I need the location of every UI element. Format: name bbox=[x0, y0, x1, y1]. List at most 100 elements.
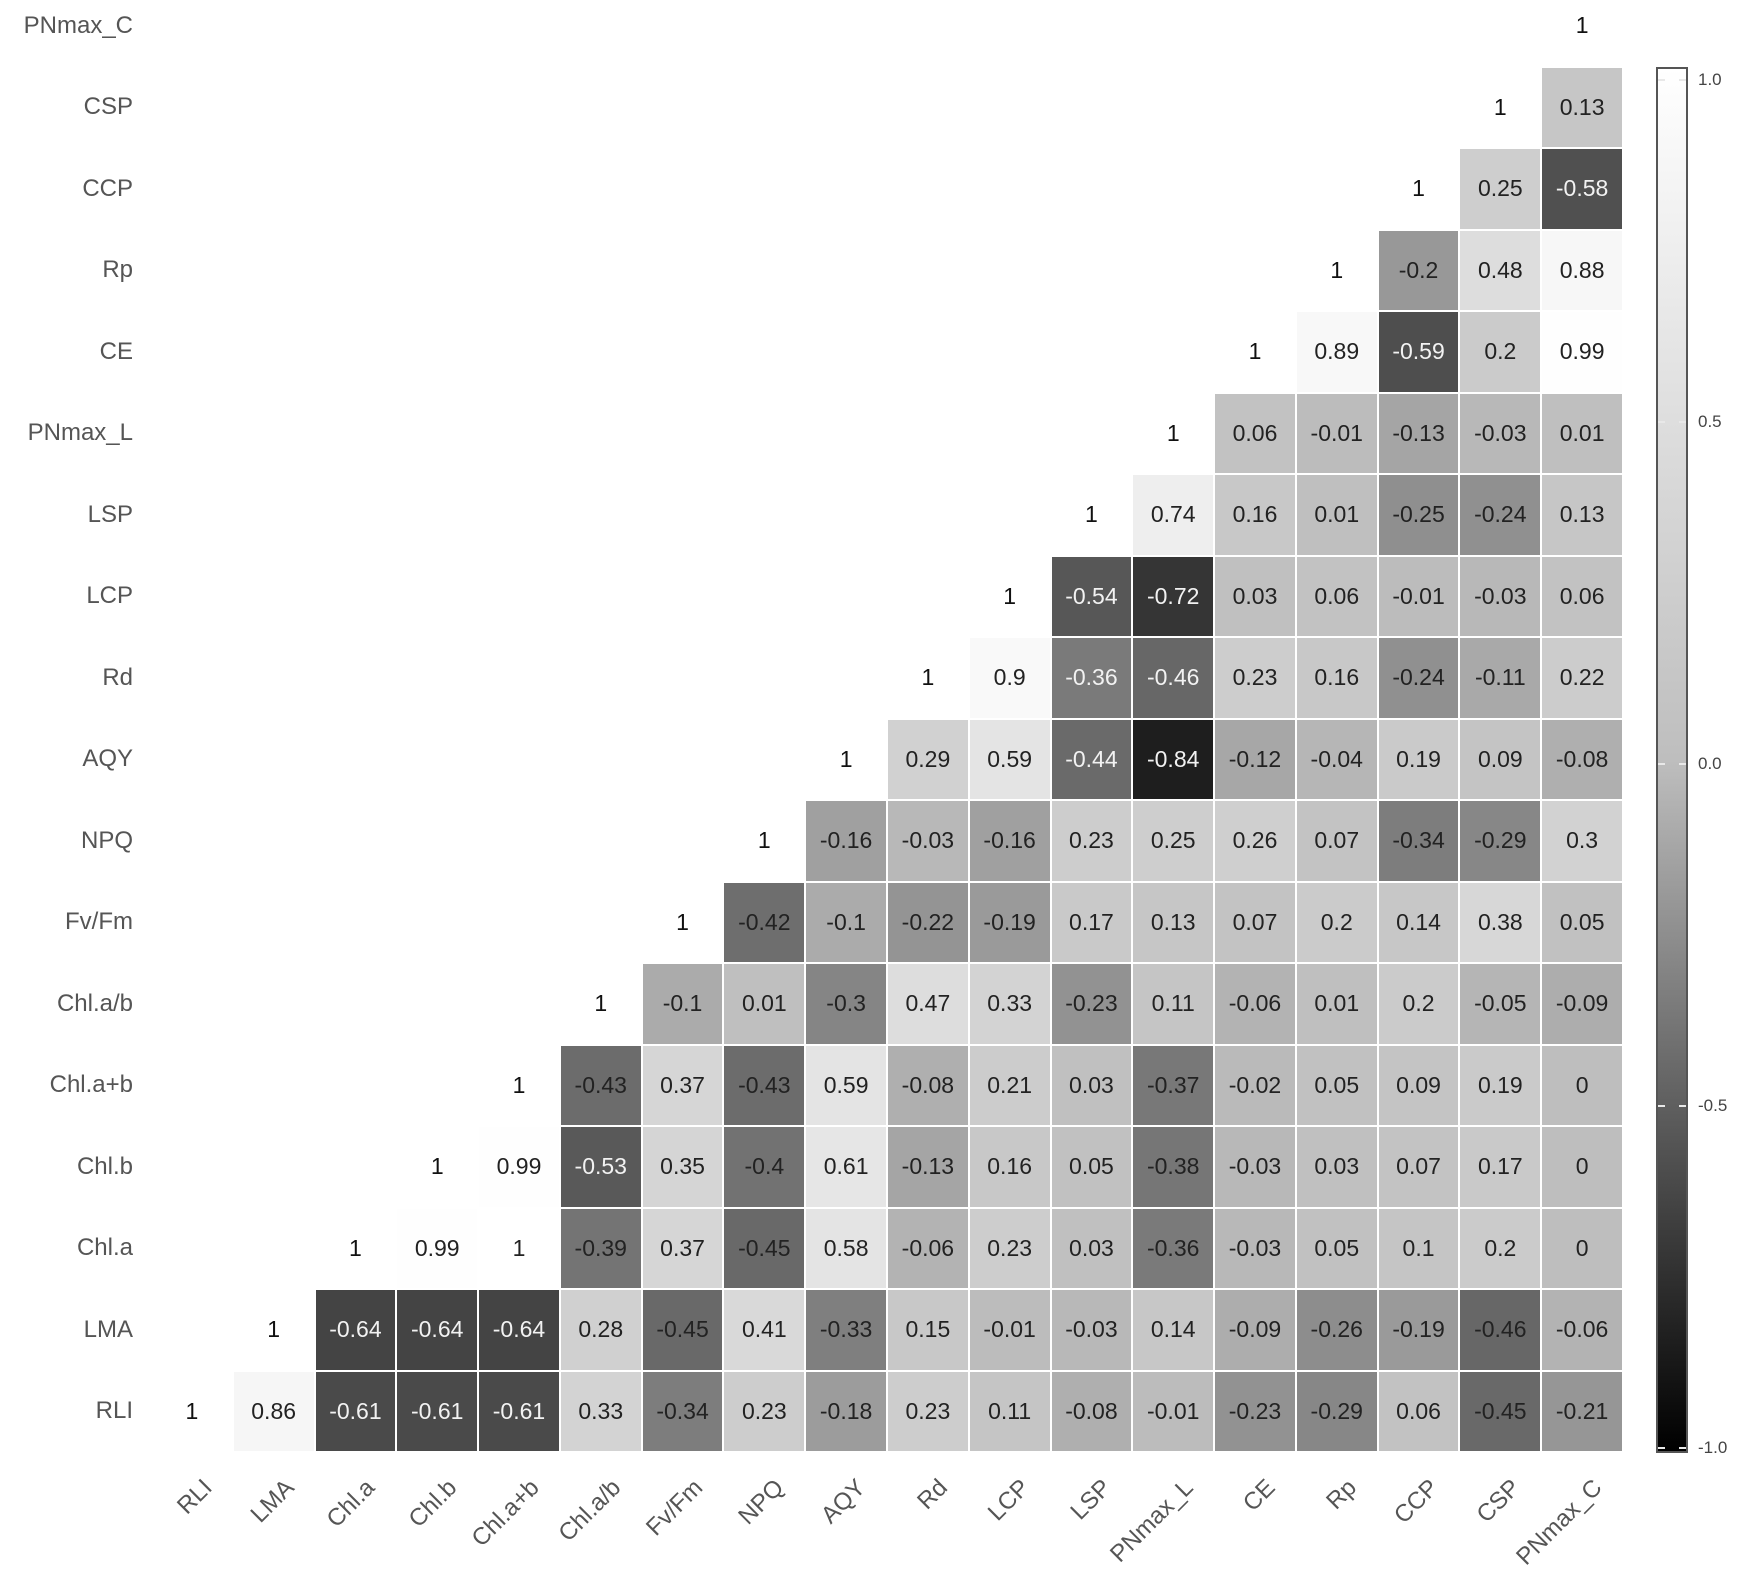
heatmap-cell: -0.1 bbox=[641, 963, 724, 1045]
heatmap-cell: 0.05 bbox=[1050, 1126, 1133, 1208]
heatmap-cell: -0.29 bbox=[1459, 800, 1542, 882]
heatmap-cell: 0.22 bbox=[1541, 637, 1623, 719]
heatmap-cell: -0.03 bbox=[1050, 1289, 1133, 1371]
heatmap-cell: 1 bbox=[1214, 311, 1296, 393]
heatmap-cell: -0.72 bbox=[1132, 555, 1215, 637]
heatmap-cell: -0.23 bbox=[1214, 1370, 1296, 1452]
heatmap-cell: 0.01 bbox=[1541, 392, 1623, 474]
heatmap-cell: 1 bbox=[1050, 474, 1133, 556]
heatmap-cell: -0.4 bbox=[723, 1126, 806, 1208]
y-axis-label: LCP bbox=[86, 582, 133, 610]
heatmap-cell: 0.23 bbox=[968, 1207, 1051, 1289]
heatmap-cell: -0.61 bbox=[314, 1370, 397, 1452]
heatmap-cell: 1 bbox=[641, 881, 724, 963]
heatmap-cell: 0.99 bbox=[396, 1207, 479, 1289]
y-axis-label: RLI bbox=[95, 1397, 133, 1425]
heatmap-cell: -0.06 bbox=[1541, 1289, 1623, 1371]
heatmap-cell: 1 bbox=[232, 1289, 315, 1371]
heatmap-cell: -0.25 bbox=[1377, 474, 1460, 556]
colorbar-tick-label: -0.5 bbox=[1698, 1096, 1728, 1115]
heatmap-cell: -0.01 bbox=[1377, 555, 1460, 637]
heatmap-cell: -0.1 bbox=[805, 881, 887, 963]
heatmap-cell: 0.07 bbox=[1295, 800, 1378, 882]
y-axis-label: CE bbox=[99, 337, 133, 365]
x-axis-label: Chl.a/b bbox=[553, 1474, 627, 1547]
heatmap-cell: -0.43 bbox=[559, 1044, 642, 1126]
heatmap-cell: -0.12 bbox=[1214, 718, 1296, 800]
heatmap-cell: 1 bbox=[1377, 148, 1460, 230]
heatmap-cell: -0.59 bbox=[1377, 311, 1460, 393]
heatmap-cell: 0.25 bbox=[1459, 148, 1542, 230]
heatmap-cell: 0.06 bbox=[1214, 392, 1296, 474]
heatmap-cell: 1 bbox=[1295, 229, 1378, 311]
heatmap-cell: -0.16 bbox=[968, 800, 1051, 882]
heatmap-cell: 0.14 bbox=[1132, 1289, 1215, 1371]
heatmap-cell: 0.01 bbox=[1295, 963, 1378, 1045]
y-axis-label: Chl.a/b bbox=[56, 989, 133, 1017]
heatmap-cell: -0.33 bbox=[805, 1289, 887, 1371]
heatmap-cell: 0.58 bbox=[805, 1207, 887, 1289]
heatmap-cell: -0.08 bbox=[1050, 1370, 1133, 1452]
heatmap-cell: 0.06 bbox=[1377, 1370, 1460, 1452]
heatmap-cell: 0.74 bbox=[1132, 474, 1215, 556]
heatmap-cell: -0.02 bbox=[1214, 1044, 1296, 1126]
x-axis-label: LMA bbox=[245, 1474, 300, 1529]
heatmap-cell: -0.84 bbox=[1132, 718, 1215, 800]
heatmap-cell: 0.89 bbox=[1295, 311, 1378, 393]
heatmap-cell: 0.37 bbox=[641, 1207, 724, 1289]
x-axis-label: PNmax_L bbox=[1105, 1474, 1199, 1568]
heatmap-cell: -0.11 bbox=[1459, 637, 1542, 719]
heatmap-cell: -0.46 bbox=[1459, 1289, 1542, 1371]
colorbar-tick-label: 0.5 bbox=[1698, 412, 1722, 431]
heatmap-cell: 0.35 bbox=[641, 1126, 724, 1208]
heatmap-cell: 0.86 bbox=[232, 1370, 315, 1452]
heatmap-cell: -0.61 bbox=[478, 1370, 560, 1452]
heatmap-cell: -0.21 bbox=[1541, 1370, 1623, 1452]
y-axis-label: Rp bbox=[102, 256, 133, 284]
heatmap-cell: -0.2 bbox=[1377, 229, 1460, 311]
heatmap-cell: -0.01 bbox=[1132, 1370, 1215, 1452]
heatmap-cell: 1 bbox=[151, 1370, 233, 1452]
x-axis-label: LCP bbox=[982, 1474, 1035, 1527]
heatmap-cell: 0.07 bbox=[1377, 1126, 1460, 1208]
y-axis-label: Fv/Fm bbox=[65, 908, 133, 936]
y-axis-label: PNmax_C bbox=[23, 11, 133, 39]
y-axis-label: Chl.a bbox=[76, 1234, 133, 1262]
heatmap-cell: -0.36 bbox=[1050, 637, 1133, 719]
heatmap-cell: 0.13 bbox=[1132, 881, 1215, 963]
heatmap-cell: 0 bbox=[1541, 1126, 1623, 1208]
heatmap-cell: -0.3 bbox=[805, 963, 887, 1045]
heatmap-cell: 0.29 bbox=[887, 718, 969, 800]
heatmap-cell: 0.1 bbox=[1377, 1207, 1460, 1289]
heatmap-cell: 0.88 bbox=[1541, 229, 1623, 311]
y-axis-label: Chl.a+b bbox=[49, 1071, 133, 1099]
x-axis-label: AQY bbox=[816, 1474, 871, 1530]
colorbar-tick-label: 0.0 bbox=[1698, 754, 1722, 773]
x-axis-label: CSP bbox=[1471, 1474, 1526, 1529]
y-axis-label: NPQ bbox=[80, 826, 133, 854]
heatmap-cell: 0.2 bbox=[1377, 963, 1460, 1045]
heatmap-cell: 0.23 bbox=[1050, 800, 1133, 882]
heatmap-cell: 0.16 bbox=[1295, 637, 1378, 719]
heatmap-cell: 0.03 bbox=[1050, 1207, 1133, 1289]
heatmap-cell: 0.9 bbox=[968, 637, 1051, 719]
heatmap-cell: 0.13 bbox=[1541, 66, 1623, 148]
heatmap-cell: 0.25 bbox=[1132, 800, 1215, 882]
heatmap-cell: 1 bbox=[1132, 392, 1215, 474]
x-axis-label: Chl.a bbox=[321, 1474, 381, 1533]
x-axis-label: CCP bbox=[1388, 1474, 1444, 1530]
heatmap-cell: -0.01 bbox=[1295, 392, 1378, 474]
x-axis-label: Chl.a+b bbox=[466, 1474, 545, 1553]
heatmap-cell: 0.03 bbox=[1295, 1126, 1378, 1208]
heatmap-cell: -0.64 bbox=[478, 1289, 560, 1371]
heatmap-cell: -0.34 bbox=[641, 1370, 724, 1452]
heatmap-cell: 1 bbox=[396, 1126, 479, 1208]
heatmap-cell: -0.37 bbox=[1132, 1044, 1215, 1126]
heatmap-cell: 0.47 bbox=[887, 963, 969, 1045]
y-axis-label: LSP bbox=[87, 500, 133, 528]
heatmap-cell: 0.23 bbox=[1214, 637, 1296, 719]
heatmap-cell: 0.06 bbox=[1295, 555, 1378, 637]
heatmap-cell: -0.58 bbox=[1541, 148, 1623, 230]
heatmap-cell: -0.08 bbox=[1541, 718, 1623, 800]
heatmap-cell: 0.01 bbox=[723, 963, 806, 1045]
